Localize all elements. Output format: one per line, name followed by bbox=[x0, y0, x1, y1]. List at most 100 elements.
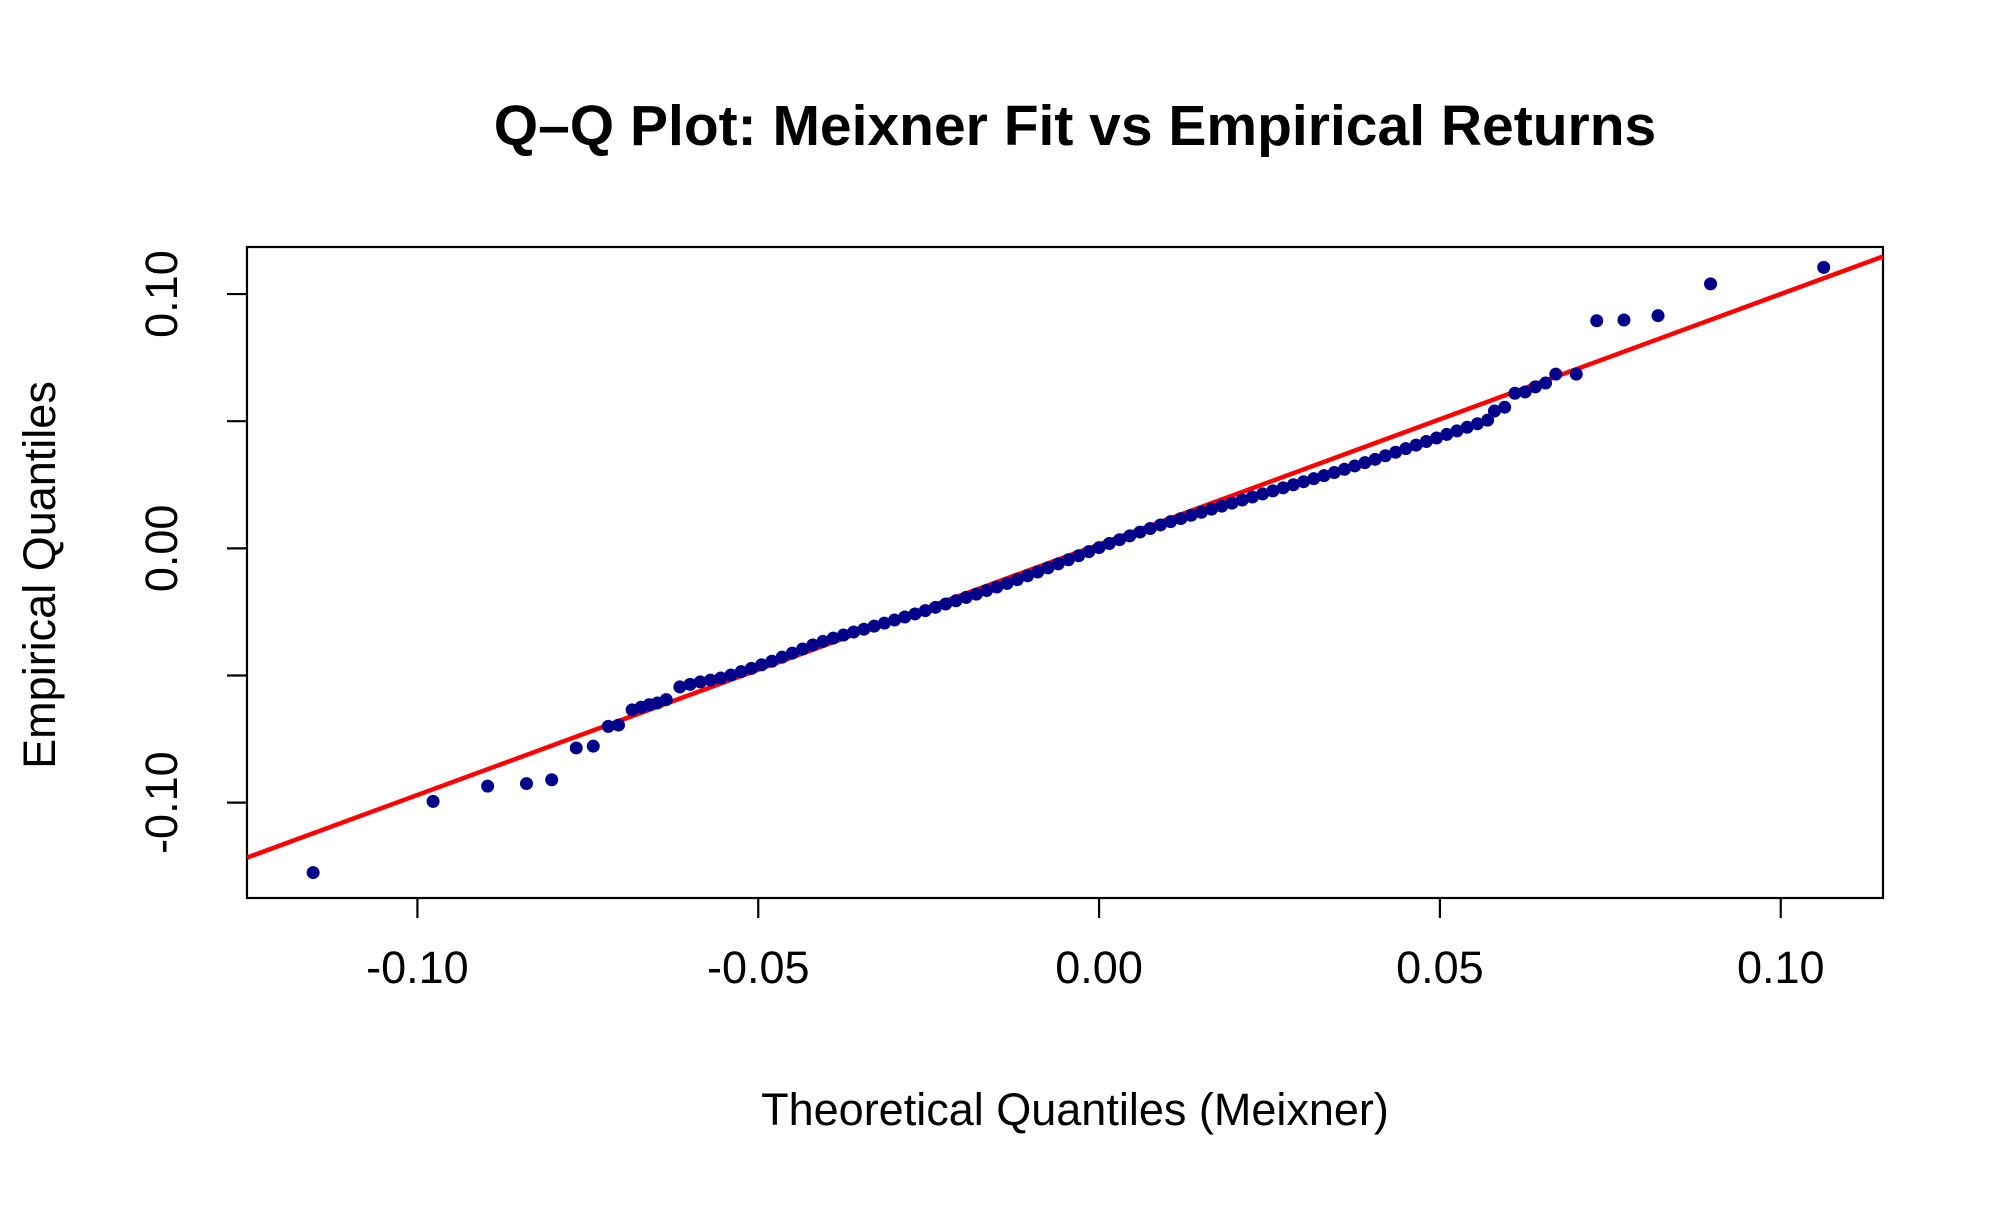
data-point bbox=[1498, 400, 1512, 414]
data-point bbox=[1000, 576, 1014, 590]
data-point bbox=[1215, 499, 1229, 513]
data-point bbox=[796, 642, 810, 656]
data-point bbox=[481, 779, 495, 793]
chart-title: Q–Q Plot: Meixner Fit vs Empirical Retur… bbox=[494, 94, 1656, 158]
data-point bbox=[1508, 386, 1522, 400]
data-point bbox=[1010, 573, 1024, 587]
data-point bbox=[1528, 380, 1542, 394]
data-point bbox=[826, 631, 840, 645]
data-point bbox=[1518, 385, 1532, 399]
data-point bbox=[857, 622, 871, 636]
data-point bbox=[704, 673, 718, 687]
data-point bbox=[1419, 435, 1433, 449]
data-point bbox=[990, 580, 1004, 594]
data-point bbox=[898, 610, 912, 624]
data-point bbox=[888, 613, 902, 627]
plot-frame bbox=[245, 245, 1885, 900]
plot-area bbox=[245, 245, 1885, 900]
y-tick-label: 0.00 bbox=[136, 505, 187, 593]
data-point bbox=[1704, 277, 1718, 291]
data-point bbox=[765, 654, 779, 668]
data-point bbox=[1102, 537, 1116, 551]
data-point bbox=[867, 619, 881, 633]
y-tick-label: 0.10 bbox=[136, 250, 187, 338]
data-point bbox=[806, 638, 820, 652]
data-point bbox=[949, 594, 963, 608]
data-point bbox=[1174, 512, 1188, 526]
data-point bbox=[918, 604, 932, 618]
data-point bbox=[734, 665, 748, 679]
data-point bbox=[1450, 424, 1464, 438]
data-point bbox=[519, 777, 533, 791]
data-point bbox=[1286, 478, 1300, 492]
data-point bbox=[601, 719, 615, 733]
data-point bbox=[775, 650, 789, 664]
data-point bbox=[1256, 487, 1270, 501]
data-point bbox=[714, 671, 728, 685]
data-point bbox=[939, 597, 953, 611]
data-point bbox=[1470, 417, 1484, 431]
data-point bbox=[306, 866, 320, 880]
x-tick-label: 0.00 bbox=[1055, 942, 1143, 993]
data-point bbox=[1031, 565, 1045, 579]
data-point bbox=[1082, 545, 1096, 559]
data-point bbox=[1389, 445, 1403, 459]
data-point bbox=[1072, 549, 1086, 563]
x-tick-label: -0.05 bbox=[707, 942, 810, 993]
data-point bbox=[1245, 490, 1259, 504]
data-point bbox=[1041, 561, 1055, 575]
x-tick-label: -0.10 bbox=[366, 942, 469, 993]
data-point bbox=[1164, 515, 1178, 529]
data-point bbox=[612, 718, 626, 732]
data-point bbox=[1378, 449, 1392, 463]
data-point bbox=[1307, 472, 1321, 486]
data-point bbox=[755, 658, 769, 672]
data-point bbox=[1590, 314, 1604, 328]
data-point bbox=[1123, 529, 1137, 543]
data-point bbox=[1549, 367, 1563, 381]
data-point bbox=[545, 773, 559, 787]
x-axis: -0.10 -0.05 0.00 0.05 0.10 bbox=[366, 898, 1825, 993]
data-point bbox=[1460, 420, 1474, 434]
data-point bbox=[1368, 452, 1382, 466]
data-point bbox=[1409, 438, 1423, 452]
data-point bbox=[1061, 553, 1075, 567]
data-point bbox=[426, 794, 440, 808]
data-point bbox=[1113, 533, 1127, 547]
data-point bbox=[1143, 522, 1157, 536]
data-point bbox=[1399, 442, 1413, 456]
data-point bbox=[816, 634, 830, 648]
y-axis: -0.10 0.00 0.10 bbox=[136, 250, 247, 854]
data-point bbox=[1092, 541, 1106, 555]
data-point bbox=[744, 661, 758, 675]
data-point bbox=[877, 616, 891, 630]
data-point bbox=[1617, 313, 1631, 327]
data-point bbox=[1317, 469, 1331, 483]
data-point bbox=[1297, 475, 1311, 489]
data-point bbox=[1184, 508, 1198, 522]
data-point bbox=[673, 680, 687, 694]
data-point bbox=[569, 741, 583, 755]
data-point bbox=[1327, 466, 1341, 480]
data-point bbox=[908, 607, 922, 621]
data-point bbox=[1348, 459, 1362, 473]
data-point bbox=[1205, 502, 1219, 516]
y-tick-label: -0.10 bbox=[136, 751, 187, 854]
data-point bbox=[969, 587, 983, 601]
data-point bbox=[1430, 431, 1444, 445]
data-points bbox=[247, 254, 1883, 880]
data-point bbox=[1235, 493, 1249, 507]
data-point bbox=[1358, 456, 1372, 470]
data-point bbox=[1194, 505, 1208, 519]
data-point bbox=[1481, 413, 1495, 427]
data-point bbox=[1051, 557, 1065, 571]
data-point bbox=[928, 600, 942, 614]
data-point bbox=[980, 584, 994, 598]
data-point bbox=[1337, 462, 1351, 476]
data-point bbox=[1276, 481, 1290, 495]
data-point bbox=[1539, 376, 1553, 390]
data-point bbox=[1817, 260, 1831, 274]
data-point bbox=[1133, 525, 1147, 539]
